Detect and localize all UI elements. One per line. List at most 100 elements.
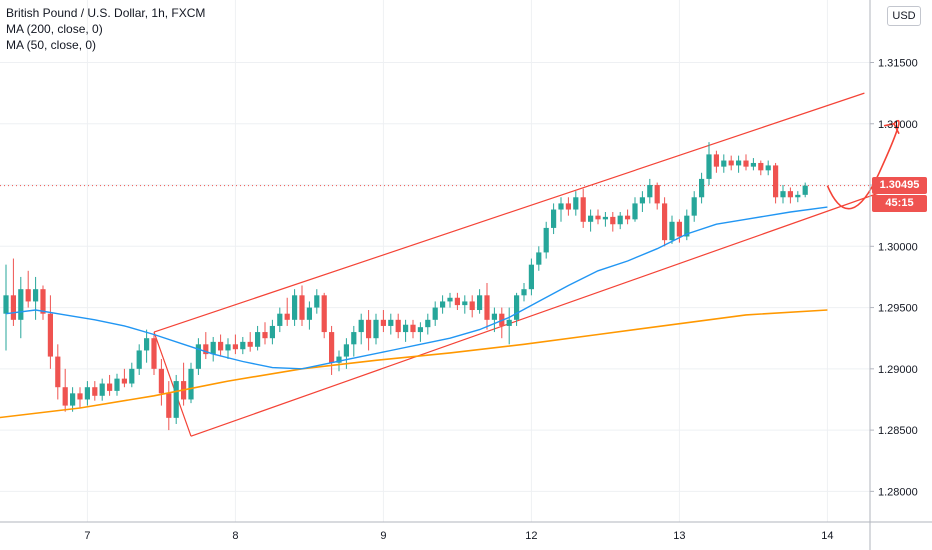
- ma200-legend[interactable]: MA (200, close, 0): [6, 22, 103, 36]
- candle-body: [773, 165, 779, 198]
- x-tick-label: 9: [380, 530, 386, 542]
- candle-body: [787, 191, 793, 198]
- candle-body: [536, 252, 542, 265]
- candle-body: [743, 160, 749, 167]
- candle-body: [33, 289, 39, 302]
- candle-body: [136, 350, 142, 369]
- candle-body: [240, 341, 246, 350]
- candle-body: [277, 313, 283, 326]
- x-tick-label: 7: [84, 530, 90, 542]
- candle-body: [195, 344, 201, 369]
- x-tick-label: 12: [525, 530, 537, 542]
- candle-body: [403, 324, 409, 333]
- trend-channel[interactable]: [153, 92, 902, 437]
- candle-body: [25, 289, 31, 302]
- candle-body: [269, 325, 275, 339]
- candle-body: [602, 216, 608, 220]
- candle-body: [55, 356, 61, 388]
- ma50-line: [5, 206, 828, 370]
- last-price-tag: 1.30495: [872, 176, 927, 194]
- candle-body: [373, 319, 379, 339]
- candle-body: [210, 341, 216, 355]
- symbol-title[interactable]: British Pound / U.S. Dollar, 1h, FXCM: [6, 6, 206, 20]
- candle-body: [77, 393, 83, 400]
- candle-body: [477, 295, 483, 311]
- candle-body: [107, 383, 113, 391]
- candle-body: [654, 185, 660, 204]
- candle-body: [336, 356, 342, 363]
- candle-body: [676, 221, 682, 237]
- candle-body: [558, 203, 564, 210]
- currency-button[interactable]: USD: [887, 6, 921, 26]
- candle-body: [447, 297, 453, 302]
- y-tick-label: 1.30000: [878, 241, 918, 253]
- arrow-head-icon: [883, 122, 900, 135]
- candle-body: [721, 160, 727, 167]
- candle-body: [425, 319, 431, 328]
- candle-body: [329, 332, 335, 363]
- candle-body: [728, 160, 734, 166]
- candle-body: [417, 327, 423, 333]
- projection-curve: [826, 119, 900, 210]
- candle-body: [713, 154, 719, 167]
- candle-body: [484, 295, 490, 320]
- candle-body: [173, 381, 179, 418]
- candle-body: [188, 368, 194, 400]
- candle-body: [528, 264, 534, 290]
- candle-body: [565, 203, 571, 210]
- candle-body: [3, 295, 9, 314]
- candle-body: [758, 162, 764, 171]
- candle-body: [203, 344, 209, 355]
- candle-body: [802, 185, 808, 195]
- x-tick-label: 8: [232, 530, 238, 542]
- y-tick-label: 1.31500: [878, 57, 918, 69]
- candle-body: [144, 338, 150, 351]
- candle-body: [299, 295, 305, 320]
- ma50-legend[interactable]: MA (50, close, 0): [6, 38, 97, 52]
- candle-body: [151, 338, 157, 369]
- candle-body: [521, 289, 527, 296]
- candle-body: [469, 301, 475, 311]
- candle-body: [410, 324, 416, 333]
- candle-body: [454, 297, 460, 306]
- candle-body: [84, 387, 90, 400]
- candle-body: [595, 215, 601, 220]
- candle-body: [750, 162, 756, 167]
- y-tick-label: 1.29000: [878, 364, 918, 376]
- candle-body: [780, 191, 786, 198]
- candle-body: [765, 165, 771, 171]
- candle-body: [699, 178, 705, 198]
- candle-body: [551, 209, 557, 228]
- projection-arrow[interactable]: [826, 119, 900, 210]
- candle-body: [395, 319, 401, 333]
- candle-body: [314, 295, 320, 308]
- candle-body: [47, 313, 53, 357]
- candle-body: [514, 295, 520, 320]
- candle-body: [639, 197, 645, 204]
- chart-legend: British Pound / U.S. Dollar, 1h, FXCM MA…: [6, 5, 205, 53]
- bar-countdown-tag: 45:15: [872, 194, 927, 212]
- candle-body: [292, 295, 298, 320]
- candle-body: [580, 197, 586, 222]
- candle-body: [218, 341, 224, 351]
- candle-body: [158, 368, 164, 394]
- candle-body: [573, 197, 579, 210]
- moving-averages: [0, 206, 828, 419]
- y-tick-label: 1.28500: [878, 425, 918, 437]
- candle-body: [10, 295, 16, 320]
- candle-body: [432, 307, 438, 320]
- candle-body: [462, 301, 468, 306]
- candle-body: [588, 215, 594, 222]
- x-tick-label: 13: [673, 530, 685, 542]
- y-tick-label: 1.28000: [878, 486, 918, 498]
- candle-body: [343, 344, 349, 357]
- candle-body: [795, 194, 801, 198]
- candle-body: [62, 387, 68, 406]
- candle-body: [306, 307, 312, 320]
- candle-body: [262, 332, 268, 339]
- candle-body: [736, 160, 742, 166]
- candle-body: [70, 393, 76, 406]
- candle-body: [662, 203, 668, 241]
